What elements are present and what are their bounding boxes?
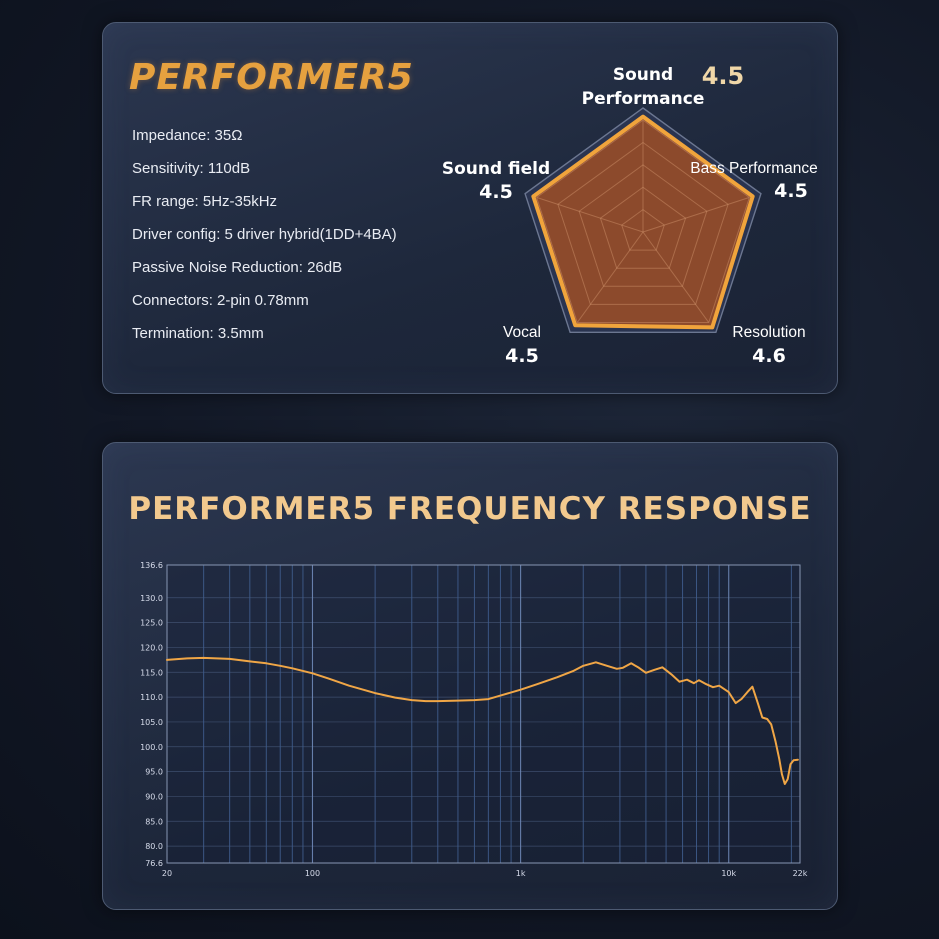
y-tick-label: 90.0 bbox=[145, 792, 163, 801]
radar-ring bbox=[599, 186, 687, 269]
radar-ring bbox=[578, 164, 708, 287]
y-tick-label: 85.0 bbox=[145, 817, 163, 826]
radar-axis-label: Bass Performance bbox=[690, 160, 818, 177]
radar-axis-label: Resolution bbox=[732, 324, 805, 341]
radar-axis-label: Sound field bbox=[442, 159, 550, 179]
y-tick-label: 120.0 bbox=[140, 643, 163, 652]
y-tick-label: 136.6 bbox=[140, 561, 163, 570]
spec-fr-range: FR range: 5Hz-35kHz bbox=[132, 193, 278, 210]
spec-noise-reduction: Passive Noise Reduction: 26dB bbox=[132, 259, 343, 276]
radar-value-label: 4.5 bbox=[505, 345, 539, 367]
specs-list: Impedance: 35Ω Sensitivity: 110dB FR ran… bbox=[132, 123, 397, 354]
x-tick-label: 20 bbox=[162, 869, 172, 878]
y-tick-label: 76.6 bbox=[145, 859, 163, 868]
radar-value-label: 4.5 bbox=[479, 181, 513, 203]
frequency-response-curve bbox=[166, 656, 799, 785]
frequency-response-title: PERFORMER5 FREQUENCY RESPONSE bbox=[128, 491, 812, 527]
radar-value-label: 4.5 bbox=[702, 62, 745, 90]
chart-plot-area bbox=[167, 565, 800, 863]
spec-impedance: Impedance: 35Ω bbox=[132, 127, 243, 144]
x-tick-label: 1k bbox=[516, 869, 526, 878]
chart-frame bbox=[166, 564, 801, 864]
model-title: PERFORMER5 bbox=[129, 57, 414, 98]
y-tick-label: 125.0 bbox=[140, 619, 163, 628]
spec-sensitivity: Sensitivity: 110dB bbox=[132, 160, 251, 177]
radar-ring bbox=[536, 119, 750, 323]
y-tick-label: 115.0 bbox=[140, 668, 163, 677]
radar-data-area bbox=[531, 114, 755, 330]
specs-panel: PERFORMER5 Impedance: 35Ω Sensitivity: 1… bbox=[102, 22, 838, 394]
spec-termination: Termination: 3.5mm bbox=[132, 325, 264, 342]
spec-connectors: Connectors: 2-pin 0.78mm bbox=[132, 292, 309, 309]
radar-spoke bbox=[642, 197, 750, 233]
radar-value-label: 4.6 bbox=[752, 345, 786, 367]
x-tick-label: 100 bbox=[305, 869, 320, 878]
radar-spoke bbox=[642, 231, 710, 323]
y-tick-label: 100.0 bbox=[140, 743, 163, 752]
radar-axis-label: Performance bbox=[582, 89, 705, 109]
frequency-response-panel: PERFORMER5 FREQUENCY RESPONSE 76.6 80.0 85… bbox=[102, 442, 838, 910]
radar-ring bbox=[557, 141, 729, 305]
radar-axis-label: Sound bbox=[613, 65, 673, 85]
y-tick-label: 95.0 bbox=[145, 768, 163, 777]
x-tick-label: 10k bbox=[721, 869, 736, 878]
y-tick-label: 130.0 bbox=[140, 594, 163, 603]
x-tick-label: 22k bbox=[793, 869, 808, 878]
y-tick-label: 80.0 bbox=[145, 842, 163, 851]
frequency-response-chart: 76.6 80.0 85.0 90.0 95.0 100.0 105.0 110.0 115.0… bbox=[140, 561, 808, 878]
radar-axis-label: Vocal bbox=[503, 324, 541, 341]
spec-driver-config: Driver config: 5 driver hybrid(1DD+4BA) bbox=[132, 226, 397, 243]
y-tick-label: 110.0 bbox=[140, 693, 163, 702]
radar-spoke bbox=[576, 231, 644, 323]
radar-value-label: 4.5 bbox=[774, 180, 808, 202]
radar-spoke bbox=[536, 197, 644, 233]
radar-ring bbox=[621, 209, 665, 251]
y-tick-label: 105.0 bbox=[140, 718, 163, 727]
